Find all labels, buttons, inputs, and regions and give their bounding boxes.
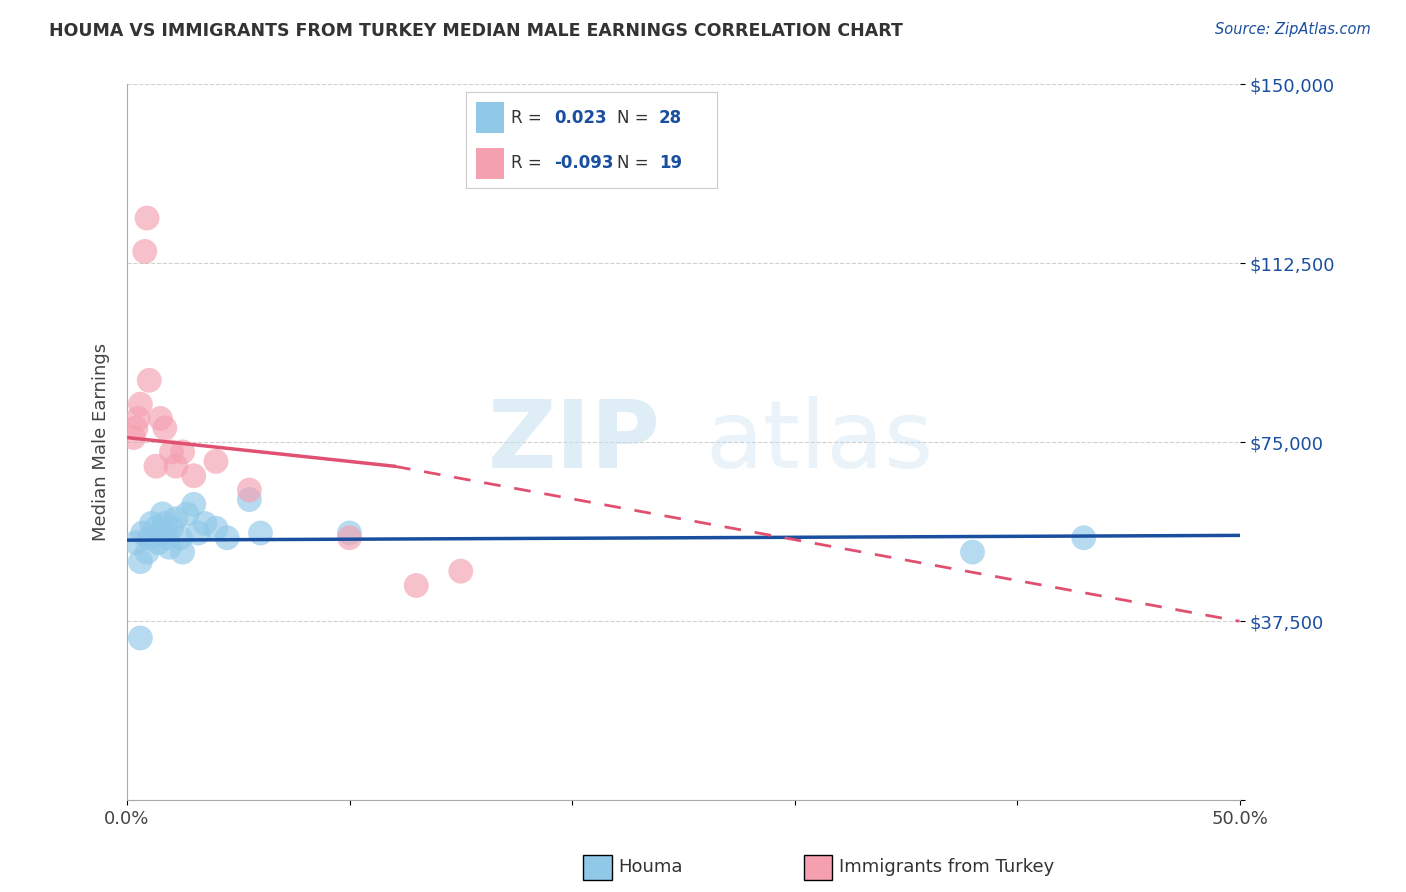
Point — [339, 526, 361, 541]
Point — [205, 454, 228, 468]
Text: Immigrants from Turkey: Immigrants from Turkey — [839, 858, 1054, 876]
Text: ZIP: ZIP — [488, 396, 661, 488]
Point — [134, 244, 156, 259]
Point — [157, 541, 180, 555]
Point — [153, 421, 176, 435]
Point — [156, 531, 179, 545]
Point — [169, 531, 191, 545]
Text: Source: ZipAtlas.com: Source: ZipAtlas.com — [1215, 22, 1371, 37]
Point — [217, 531, 239, 545]
Point — [122, 431, 145, 445]
Point — [129, 555, 152, 569]
Point — [183, 468, 205, 483]
Point — [149, 526, 172, 541]
Point — [129, 631, 152, 645]
Point — [146, 535, 169, 549]
Point — [405, 578, 427, 592]
Point — [172, 445, 194, 459]
Point — [145, 459, 167, 474]
Point — [165, 459, 187, 474]
Point — [187, 526, 209, 541]
Point — [165, 511, 187, 525]
Point — [238, 483, 260, 497]
Point — [129, 397, 152, 411]
Point — [962, 545, 984, 559]
Point — [145, 521, 167, 535]
Point — [160, 521, 183, 535]
Point — [183, 497, 205, 511]
Point — [131, 526, 153, 541]
Point — [138, 531, 160, 545]
Point — [176, 507, 198, 521]
Text: HOUMA VS IMMIGRANTS FROM TURKEY MEDIAN MALE EARNINGS CORRELATION CHART: HOUMA VS IMMIGRANTS FROM TURKEY MEDIAN M… — [49, 22, 903, 40]
Point — [149, 411, 172, 425]
Point — [238, 492, 260, 507]
Point — [172, 545, 194, 559]
Y-axis label: Median Male Earnings: Median Male Earnings — [93, 343, 110, 541]
Point — [141, 516, 163, 531]
Point — [249, 526, 271, 541]
Point — [136, 211, 159, 225]
Point — [136, 545, 159, 559]
Point — [138, 373, 160, 387]
Point — [127, 411, 149, 425]
Point — [194, 516, 217, 531]
Point — [1073, 531, 1095, 545]
Point — [205, 521, 228, 535]
Point — [125, 535, 148, 549]
Point — [339, 531, 361, 545]
Point — [153, 516, 176, 531]
Point — [152, 507, 174, 521]
Text: atlas: atlas — [706, 396, 934, 488]
Point — [450, 564, 472, 578]
Point — [160, 445, 183, 459]
Point — [125, 421, 148, 435]
Text: Houma: Houma — [619, 858, 683, 876]
